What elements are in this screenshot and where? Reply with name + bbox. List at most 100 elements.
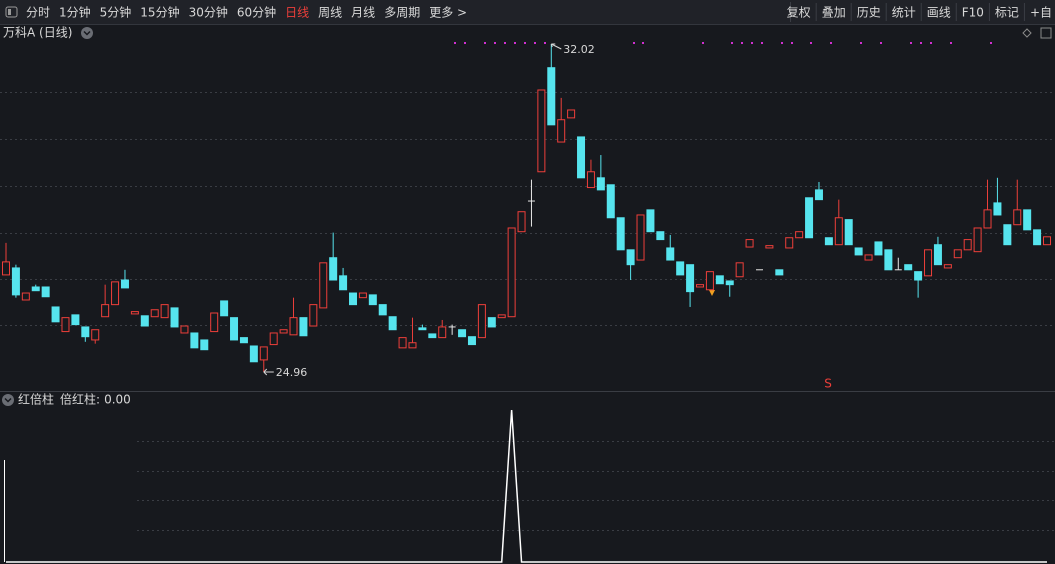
window-button[interactable] xyxy=(1040,27,1052,39)
candle-body xyxy=(765,245,774,249)
candle-body xyxy=(933,244,942,266)
candle-body xyxy=(497,314,506,319)
candle-body xyxy=(150,309,159,318)
candle-body xyxy=(517,211,526,233)
high-label: 32.02 xyxy=(563,43,595,56)
period-tab[interactable]: 更多 > xyxy=(429,6,467,20)
candle-body xyxy=(61,317,70,333)
signal-dot xyxy=(830,42,832,44)
sell-signal: S xyxy=(824,377,832,391)
indicator-line xyxy=(6,409,1047,563)
title-menu-arrow xyxy=(83,30,91,36)
indicator-menu[interactable] xyxy=(2,394,14,406)
period-tab[interactable]: 1分钟 xyxy=(59,5,91,20)
period-tab[interactable]: 分时 xyxy=(26,6,50,20)
signal-dot xyxy=(810,42,812,44)
signal-dot xyxy=(702,42,704,44)
candle-body xyxy=(834,217,843,246)
panel-icon[interactable] xyxy=(5,6,18,18)
candle-body xyxy=(279,329,288,334)
candle-body xyxy=(854,247,863,256)
period-tab[interactable]: 多周期 xyxy=(384,6,420,20)
candle-body xyxy=(646,209,655,233)
indicator-name: 倍红柱: xyxy=(60,392,100,407)
candle-body xyxy=(567,109,576,119)
candle-body xyxy=(715,275,724,285)
candle-body xyxy=(745,239,754,248)
candle-body xyxy=(91,329,100,341)
candle-body xyxy=(914,271,923,281)
candle-body xyxy=(170,307,179,328)
tool-button[interactable]: 标记 xyxy=(995,6,1019,20)
candle-body xyxy=(924,249,933,277)
candle-body xyxy=(398,337,407,349)
stock-title: 万科A (日线) xyxy=(3,26,72,40)
candle-body xyxy=(101,304,110,318)
candle-body xyxy=(418,327,427,331)
period-tab[interactable]: 周线 xyxy=(318,6,342,20)
candle-body xyxy=(1003,224,1012,246)
tool-button[interactable]: 统计 xyxy=(892,6,916,20)
period-tab[interactable]: 30分钟 xyxy=(189,5,228,20)
tool-button[interactable]: 画线 xyxy=(927,6,951,20)
tool-button[interactable]: F10 xyxy=(962,6,984,20)
tool-button[interactable]: 复权 xyxy=(787,6,811,20)
candle-body xyxy=(378,304,387,316)
candle-body xyxy=(2,261,10,276)
signal-dot xyxy=(494,42,496,44)
candle-body xyxy=(299,317,308,337)
candle-body xyxy=(864,254,873,261)
candle-body xyxy=(269,332,278,346)
candle-body xyxy=(358,292,367,299)
candle-body xyxy=(230,317,239,341)
candle-body xyxy=(725,280,734,286)
candle-body xyxy=(259,346,268,361)
signal-dot xyxy=(642,42,644,44)
candle-body xyxy=(626,249,635,266)
candle-body xyxy=(190,332,199,349)
buy-arrow xyxy=(709,290,715,296)
candle-body xyxy=(487,317,496,328)
candle-body xyxy=(41,286,50,298)
tool-button[interactable]: 叠加 xyxy=(822,6,846,20)
candle-body xyxy=(686,264,695,293)
indicator-menu-arrow xyxy=(4,397,12,403)
candle-body xyxy=(349,292,357,306)
period-tab[interactable]: 60分钟 xyxy=(237,5,276,20)
tool-button[interactable]: +自 xyxy=(1030,6,1052,20)
low-label: 24.96 xyxy=(276,366,308,379)
candle-body xyxy=(735,262,744,278)
candle-body xyxy=(696,284,704,288)
candle-body xyxy=(805,197,814,239)
toolbar xyxy=(0,0,1055,24)
candle-body xyxy=(200,339,209,351)
period-tab[interactable]: 15分钟 xyxy=(140,5,179,20)
period-tab[interactable]: 日线 xyxy=(285,6,309,20)
signal-dot xyxy=(544,42,546,44)
candle-body xyxy=(1013,209,1022,226)
candle-body xyxy=(547,67,556,126)
signal-dot xyxy=(990,42,992,44)
candle-body xyxy=(1043,236,1051,246)
indicator-grid xyxy=(137,441,1055,531)
candle-body xyxy=(904,264,913,271)
period-tab[interactable]: 月线 xyxy=(351,6,375,20)
candle-body xyxy=(160,304,169,319)
candle-body xyxy=(111,281,120,306)
signal-dots xyxy=(454,42,992,44)
signal-dot xyxy=(860,42,862,44)
tool-button[interactable]: 历史 xyxy=(857,6,881,20)
candle-body xyxy=(775,269,784,276)
signal-dot xyxy=(751,42,753,44)
diamond-button[interactable] xyxy=(1022,28,1032,38)
candle-body xyxy=(467,336,476,346)
signal-dot xyxy=(504,42,506,44)
candle-body xyxy=(220,300,229,317)
title-menu[interactable] xyxy=(81,27,93,39)
candle-body xyxy=(11,267,20,296)
panel-icon-bar xyxy=(8,9,11,15)
period-tab[interactable]: 5分钟 xyxy=(100,5,132,20)
candle-body xyxy=(666,247,675,261)
